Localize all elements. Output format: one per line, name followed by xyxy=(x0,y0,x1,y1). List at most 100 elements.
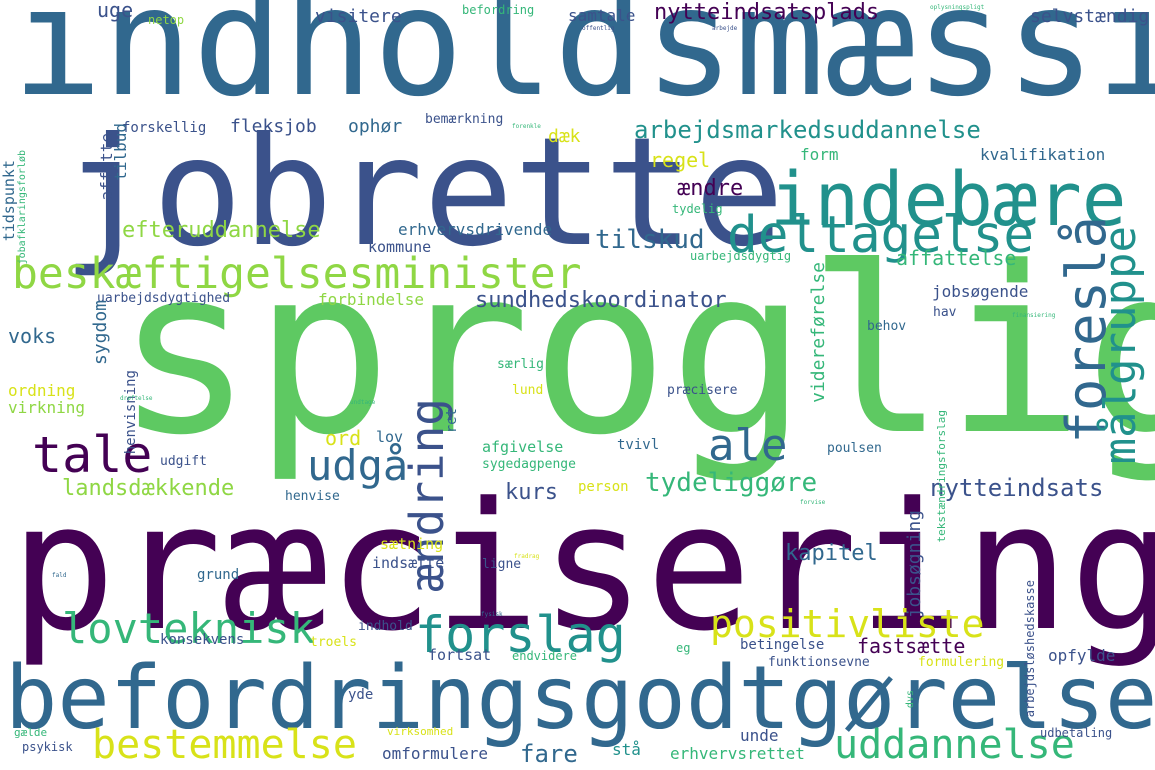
word: præcisere xyxy=(667,383,738,398)
word: efteruddannelse xyxy=(122,218,321,243)
word: netop xyxy=(148,13,185,27)
word: indebære xyxy=(770,157,1127,243)
word: fare xyxy=(520,740,578,768)
word: arbejdsmarkedsuddannelse xyxy=(634,116,981,144)
word: arbejdsløshedskasse xyxy=(1023,580,1037,718)
word: fortsat xyxy=(428,646,492,664)
word: ordning xyxy=(8,381,76,400)
word: psykisk xyxy=(22,740,73,754)
word: erhvervsdrivende xyxy=(398,220,553,239)
word: ligne xyxy=(482,557,522,572)
word: uarbejdsdygtig xyxy=(690,249,792,263)
word: indsætte xyxy=(372,554,445,572)
word: befordringsgodtgørelse xyxy=(5,647,1155,749)
word: betingelse xyxy=(740,637,825,653)
word: regel xyxy=(650,148,711,172)
word: tidspunkt xyxy=(0,160,18,242)
word: affatte xyxy=(97,133,116,201)
word: funktionsevne xyxy=(768,655,870,670)
word: kurs xyxy=(505,480,558,505)
word: tekstændringsforslag xyxy=(935,410,948,543)
word: oplysningspligt xyxy=(930,4,985,11)
word: tydeliggøre xyxy=(645,468,818,498)
word: omformulere xyxy=(382,744,488,763)
word: sygdom xyxy=(90,300,111,366)
word: unde xyxy=(740,726,779,745)
word: forenkle xyxy=(512,123,541,130)
word: endvidere xyxy=(512,649,578,663)
word: henvise xyxy=(285,489,340,504)
word: finansiering xyxy=(1012,312,1056,319)
word: jobsøgende xyxy=(932,282,1029,301)
word: erhvervsrettet xyxy=(670,744,805,763)
word: henvisning xyxy=(123,370,139,455)
word: stå xyxy=(612,740,641,759)
word: ale xyxy=(708,420,788,471)
word: ret xyxy=(444,408,460,434)
word: kommune xyxy=(368,238,432,256)
word: præcisering xyxy=(10,465,1155,670)
word: fradrag xyxy=(514,553,540,560)
word: forskellig xyxy=(122,120,207,136)
word: offentlig xyxy=(582,25,615,32)
word: grund xyxy=(197,567,240,583)
word: arbejde xyxy=(712,25,738,32)
word: fald xyxy=(52,572,67,579)
word: konsekvens xyxy=(160,632,245,648)
word: drøftelse xyxy=(120,395,153,402)
word: uge xyxy=(97,0,134,22)
word: indholdsmæssig xyxy=(12,0,1155,130)
word: formulering xyxy=(918,655,1005,670)
word: tvivl xyxy=(617,437,660,453)
word: indhold xyxy=(358,619,413,634)
word: lovteknisk xyxy=(62,604,315,653)
word: samtale xyxy=(568,6,636,25)
word: poulsen xyxy=(827,441,882,456)
word: sundhedskoordinator xyxy=(475,288,727,313)
word: udbetaling xyxy=(1040,726,1113,740)
word: udgift xyxy=(160,454,207,469)
word: tilskud xyxy=(595,225,705,255)
word: form xyxy=(800,145,839,164)
word: sproglig xyxy=(115,219,1155,486)
word: fysisk xyxy=(481,611,503,618)
word: beskæftigelsesminister xyxy=(12,249,582,299)
word: positivliste xyxy=(710,602,985,646)
word: fleksjob xyxy=(230,116,317,137)
word: troels xyxy=(310,635,357,650)
word: kapitel xyxy=(785,541,878,566)
word: forbindelse xyxy=(318,290,424,309)
word: bestemmelse xyxy=(92,722,357,768)
word: undtage xyxy=(350,399,376,406)
word: afgivelse xyxy=(482,438,564,456)
word: selvstændig xyxy=(1030,6,1150,27)
word: sætning xyxy=(380,535,444,553)
word: jobafklaringsforløb xyxy=(17,150,28,265)
word: voks xyxy=(8,324,57,348)
word: forslag xyxy=(415,606,626,664)
word: behov xyxy=(867,319,907,334)
word: udgå xyxy=(307,441,409,490)
word: målgruppe xyxy=(1095,226,1146,465)
word: hav xyxy=(933,305,957,320)
word: forvise xyxy=(800,499,826,506)
word: yde xyxy=(348,687,374,703)
word: tydelig xyxy=(672,202,723,216)
word: videreførelse xyxy=(808,262,829,403)
word: befordring xyxy=(462,3,535,17)
word: deltagelse xyxy=(727,206,1035,265)
word: særlig xyxy=(497,357,544,372)
word: dæk xyxy=(548,126,581,147)
word: jobsøgning xyxy=(904,510,925,619)
word: virksomhed xyxy=(387,725,454,738)
word: uddannelse xyxy=(834,722,1075,768)
word: bemærkning xyxy=(425,112,504,127)
word: uarbejdsdygtighed xyxy=(97,291,231,306)
word: person xyxy=(578,479,629,495)
word: visitere xyxy=(315,6,402,27)
word: nytteindsats xyxy=(930,474,1104,502)
word: tale xyxy=(32,426,153,484)
word: dvs xyxy=(905,690,916,709)
word: sygedagpenge xyxy=(482,457,576,472)
